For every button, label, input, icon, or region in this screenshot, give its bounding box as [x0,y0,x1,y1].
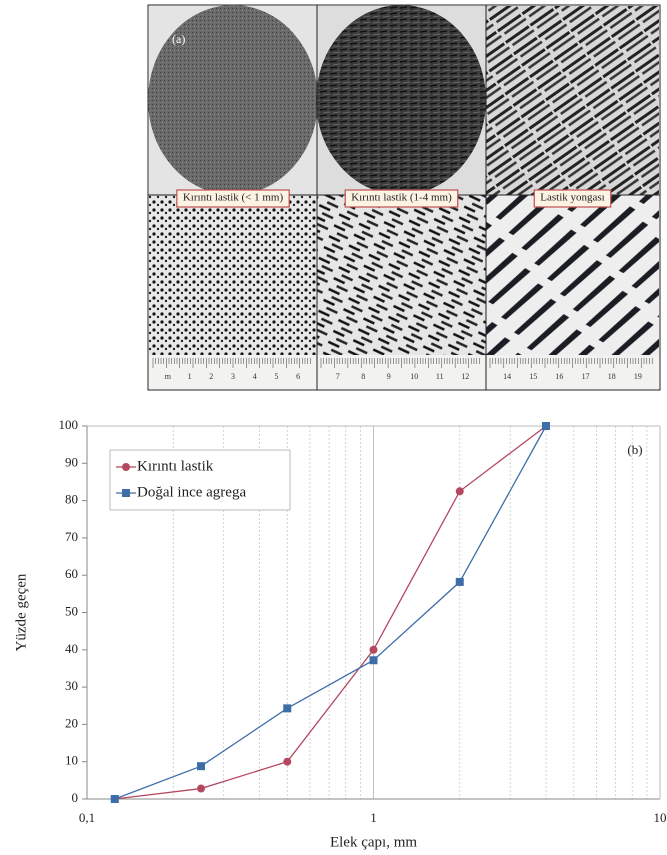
annotation: (b) [627,442,642,457]
y-axis-title: Yüzde geçen [13,573,29,651]
ruler-label: 14 [503,372,511,381]
legend-marker [122,489,130,497]
photo-pile [148,5,318,195]
ruler-label: 4 [253,372,257,381]
y-tick-label: 0 [72,790,79,805]
photo [149,195,317,355]
ruler-label: m [165,372,172,381]
ruler-label: 19 [634,372,642,381]
y-tick-label: 100 [59,417,79,432]
series-line [114,425,547,800]
y-tick-label: 60 [65,566,78,581]
ruler-label: 15 [529,372,537,381]
marker [197,784,206,793]
marker [455,577,464,586]
marker [541,422,550,430]
ruler-label: 11 [436,372,444,381]
ruler-label: 5 [274,372,278,381]
photo-caption: Lastik yongası [540,192,604,204]
marker [283,704,292,713]
panel-label: (a) [172,32,185,46]
marker [110,795,119,803]
legend-label: Doğal ince agrega [137,484,246,500]
ruler-label: 10 [410,372,418,381]
y-tick-label: 30 [65,678,78,693]
x-tick-label: 0,1 [79,810,95,825]
photo [486,195,659,355]
photo-caption: Kırıntı lastik (< 1 mm) [183,192,284,204]
y-tick-label: 10 [65,753,78,768]
ruler-label: 17 [582,372,590,381]
y-tick-label: 70 [65,529,78,544]
photo [486,6,659,195]
ruler-label: 9 [387,372,391,381]
x-axis-title: Elek çapı, mm [330,834,417,850]
x-tick-label: 1 [370,810,377,825]
ruler-label: 6 [296,372,300,381]
photo-caption: Kırıntı lastik (1-4 mm) [351,192,452,204]
ruler-label: 7 [336,372,340,381]
ruler-label: 1 [188,372,192,381]
legend-box [109,449,291,511]
legend-marker [122,463,130,471]
legend-label: Kırıntı lastik [137,458,214,474]
caption-box [344,189,459,208]
ruler-label: 8 [361,372,365,381]
photo [317,195,486,355]
y-tick-label: 40 [65,641,78,656]
ruler-label: 16 [555,372,563,381]
ruler-label: 12 [461,372,469,381]
y-tick-label: 90 [65,454,78,469]
marker [283,757,292,766]
marker [369,645,378,654]
y-tick-label: 50 [65,603,78,618]
series-line [114,425,547,800]
y-tick-label: 20 [65,715,78,730]
photo-panel: (a) [147,4,661,391]
caption-box [533,189,612,208]
ruler-label: 2 [209,372,213,381]
ruler-label: 3 [231,372,235,381]
marker [369,656,378,665]
marker [197,762,206,771]
x-tick-label: 10 [654,810,667,825]
y-tick-label: 80 [65,492,78,507]
ruler-label: 18 [608,372,616,381]
photo-pile [316,5,486,195]
caption-box [176,189,290,208]
marker [455,487,464,496]
